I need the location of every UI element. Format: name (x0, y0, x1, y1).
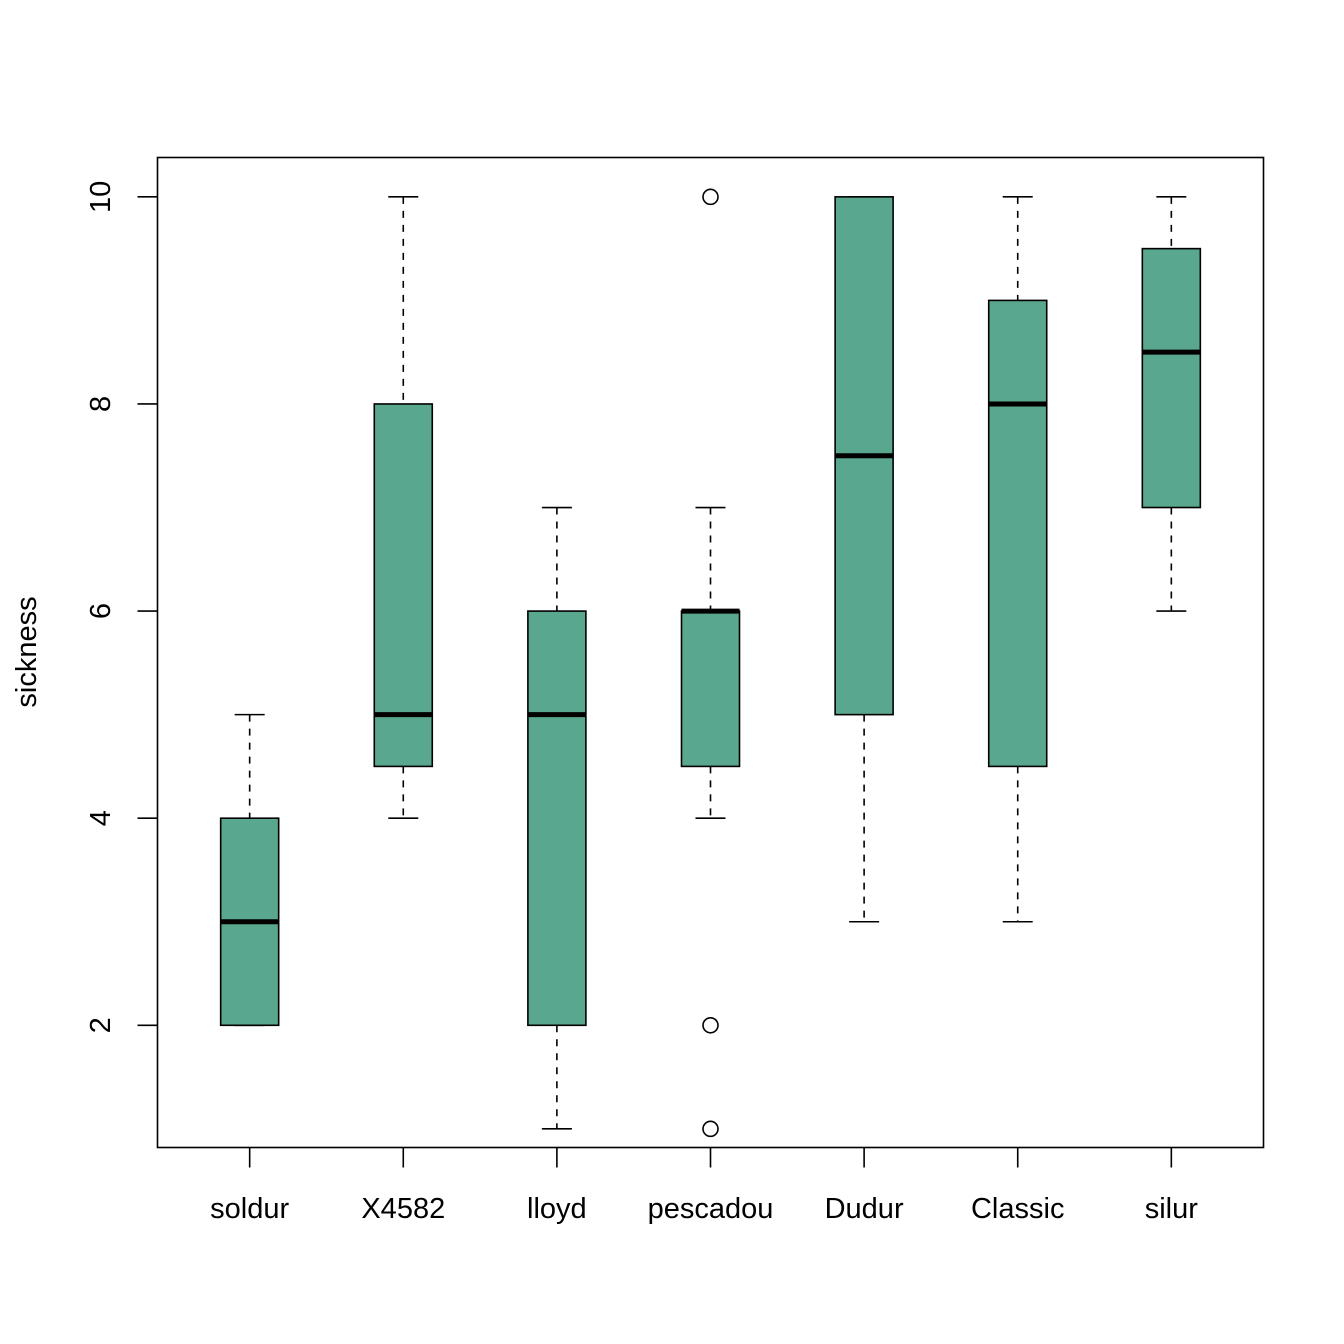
outlier-point (702, 1017, 719, 1034)
box-group-silur (1141, 196, 1202, 612)
y-axis-title: sickness (11, 596, 43, 707)
x-tick-label: silur (1145, 1193, 1199, 1225)
box-group-x4582 (373, 196, 434, 819)
x-tick-label: Classic (971, 1193, 1064, 1225)
box-group-dudur (834, 196, 894, 923)
x-tick-label: X4582 (361, 1193, 445, 1225)
box-iqr (680, 610, 741, 768)
x-tick-label: pescadou (648, 1193, 774, 1225)
box-iqr (527, 610, 587, 1027)
y-tick-label: 6 (85, 603, 117, 619)
x-tick-label: soldur (210, 1193, 289, 1225)
box-iqr (1141, 247, 1202, 509)
plot-area (219, 188, 1202, 1138)
box-iqr (373, 403, 434, 768)
y-tick-label: 10 (85, 181, 117, 213)
box-group-pescadou (680, 188, 741, 1138)
y-axis: 2 4 6 8 10 (85, 181, 158, 1033)
y-tick-label: 4 (85, 810, 117, 826)
outlier-point (702, 1120, 719, 1138)
x-axis: soldur X4582 lloyd pescadou Dudur Classic silu… (210, 1147, 1199, 1225)
box-group-classic (987, 196, 1048, 923)
outlier-point (702, 188, 719, 206)
y-tick-label: 2 (85, 1017, 117, 1033)
x-tick-label: lloyd (527, 1193, 587, 1225)
box-group-soldur (219, 713, 280, 1027)
y-tick-label: 8 (85, 396, 117, 412)
box-iqr (987, 299, 1048, 768)
x-tick-label: Dudur (825, 1193, 904, 1225)
box-group-lloyd (527, 506, 587, 1130)
